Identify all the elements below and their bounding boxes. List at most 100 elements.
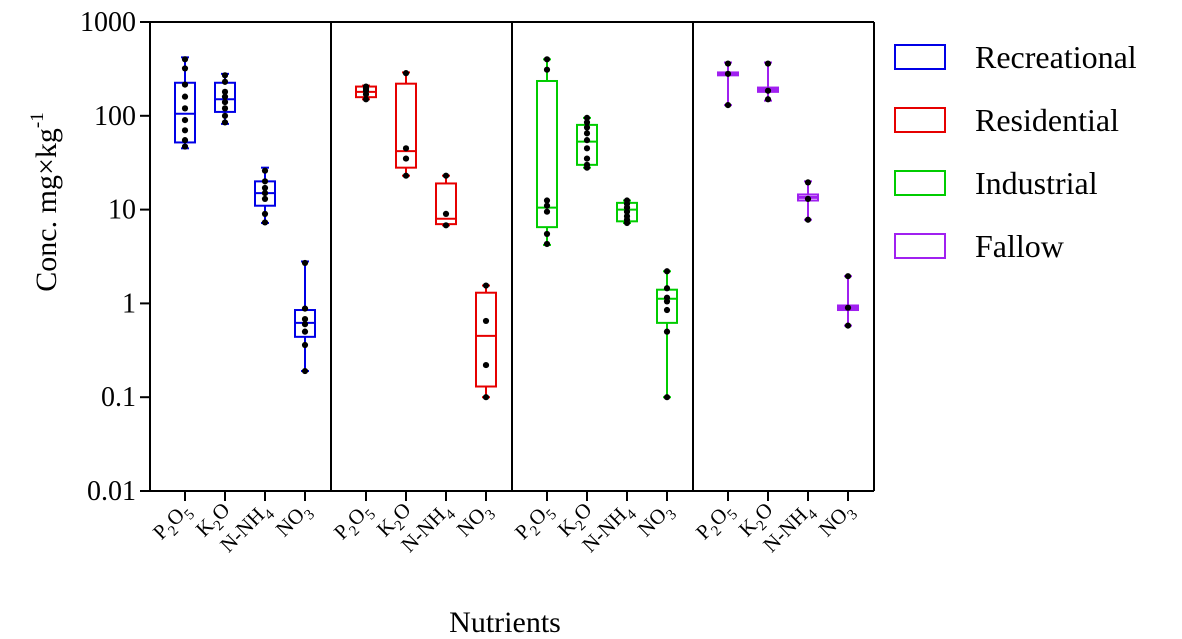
- x-tick-label: NO3: [633, 498, 680, 545]
- data-point: [482, 361, 490, 369]
- box-fallow-3: [797, 179, 819, 223]
- box-recreational-1: [174, 56, 196, 150]
- data-point: [221, 93, 229, 100]
- x-tick-label: P2O5: [148, 498, 198, 548]
- x-axis-label: Nutrients: [449, 606, 561, 639]
- data-point: [623, 213, 631, 220]
- y-tick-label: 10: [108, 195, 136, 226]
- data-point: [261, 195, 269, 203]
- data-point: [181, 116, 189, 124]
- data-point: [764, 87, 772, 94]
- data-point: [663, 394, 671, 401]
- data-point: [301, 367, 309, 375]
- y-tick-label: 100: [94, 101, 136, 132]
- data-point: [221, 105, 229, 112]
- data-point: [221, 112, 229, 119]
- legend-label: Residential: [975, 102, 1119, 138]
- series-residential: [355, 70, 497, 401]
- data-point: [623, 197, 631, 204]
- data-point: [543, 240, 551, 248]
- data-point: [402, 155, 410, 162]
- data-point: [583, 114, 591, 121]
- box-industrial-3: [616, 197, 638, 227]
- data-point: [583, 161, 591, 168]
- box-industrial-2: [576, 114, 598, 171]
- plot-panels: [150, 21, 875, 492]
- iqr-box: [174, 81, 196, 144]
- y-axis-label: Conc. mg×kg-1: [27, 112, 63, 291]
- legend-label: Fallow: [975, 228, 1064, 264]
- data-point: [181, 56, 189, 63]
- box-residential-3: [435, 172, 457, 229]
- box-industrial-1: [536, 56, 558, 248]
- data-point: [663, 285, 671, 292]
- legend-swatch: [894, 44, 946, 70]
- iqr-box: [536, 79, 558, 229]
- data-point: [724, 60, 732, 67]
- y-axis: 0.01 0.1 1 10 100 1000: [80, 7, 151, 507]
- data-point: [804, 179, 812, 186]
- data-point: [301, 259, 309, 267]
- series-industrial: [536, 56, 678, 401]
- iqr-box: [395, 82, 417, 169]
- data-point: [261, 167, 269, 174]
- x-axis: P2O5K2ON-NH4NO3P2O5K2ON-NH4NO3P2O5K2ON-N…: [148, 491, 861, 557]
- data-point: [482, 317, 490, 325]
- series-fallow: [717, 60, 859, 329]
- legend-swatch: [894, 233, 946, 259]
- data-point: [261, 219, 269, 226]
- data-point: [261, 178, 269, 185]
- data-point: [181, 65, 189, 72]
- data-point: [543, 56, 551, 63]
- data-point: [844, 273, 852, 280]
- data-point: [181, 93, 189, 100]
- y-tick-label: 0.01: [87, 476, 136, 507]
- box-industrial-4: [656, 268, 678, 401]
- legend-label: Recreational: [975, 39, 1137, 75]
- data-point: [221, 98, 229, 106]
- data-point: [301, 305, 309, 312]
- y-tick-label: 0.1: [101, 382, 136, 413]
- data-point: [583, 137, 591, 144]
- data-point: [844, 304, 852, 311]
- data-point: [181, 137, 189, 144]
- data-point: [482, 282, 490, 289]
- data-point: [181, 127, 189, 134]
- data-point: [764, 60, 772, 67]
- x-tick-label: NO3: [271, 498, 318, 545]
- data-point: [402, 172, 410, 179]
- data-point: [181, 81, 189, 88]
- legend-label: Industrial: [975, 165, 1098, 201]
- data-point: [261, 184, 269, 192]
- legend-swatch: [894, 170, 946, 196]
- data-point: [402, 70, 410, 77]
- box-recreational-2: [214, 72, 236, 126]
- data-point: [663, 294, 671, 301]
- data-point: [804, 216, 812, 223]
- box-fallow-4: [837, 273, 859, 329]
- data-point: [442, 210, 450, 217]
- data-point: [482, 394, 490, 401]
- data-point: [724, 102, 732, 109]
- data-point: [181, 105, 189, 112]
- x-tick-label: P2O5: [329, 498, 379, 548]
- data-point: [764, 96, 772, 103]
- box-residential-2: [395, 70, 417, 179]
- data-point: [301, 316, 309, 323]
- iqr-box: [475, 291, 497, 388]
- x-tick-label: P2O5: [510, 498, 560, 548]
- data-point: [663, 268, 671, 275]
- data-point: [301, 321, 309, 328]
- data-point: [221, 88, 229, 95]
- legend-item-recreational: Recreational: [894, 39, 1137, 75]
- data-point: [583, 119, 591, 126]
- data-point: [583, 155, 591, 162]
- data-point: [362, 83, 370, 90]
- box-residential-4: [475, 282, 497, 401]
- data-point: [804, 195, 812, 203]
- data-point: [583, 130, 591, 137]
- data-point: [261, 189, 269, 197]
- x-tick-label: P2O5: [691, 498, 741, 548]
- data-point: [543, 202, 551, 209]
